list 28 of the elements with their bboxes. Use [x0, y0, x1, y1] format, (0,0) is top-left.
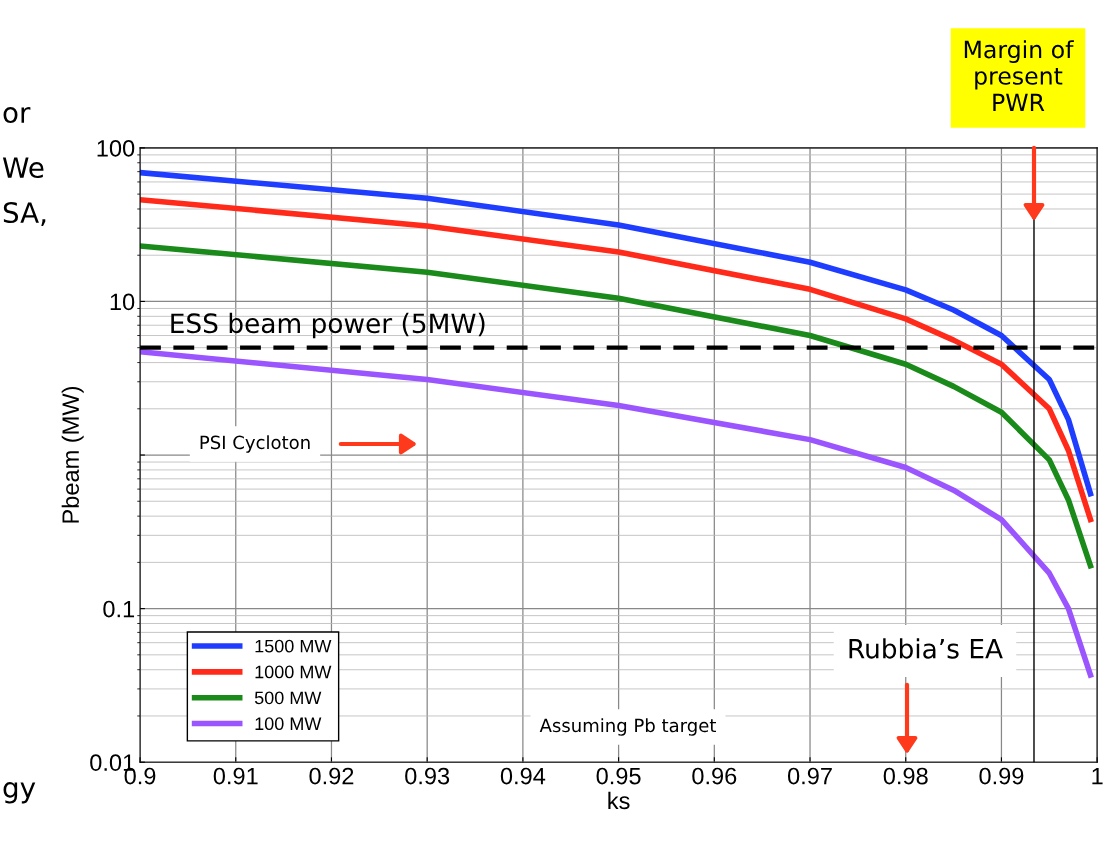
x-tick-label: 0.97: [787, 767, 832, 785]
annotation: Rubbia’s EA: [849, 638, 1003, 659]
text: We: [2, 157, 44, 179]
x-tick-label: 0.99: [979, 767, 1024, 785]
legend-label: 500 MW: [254, 691, 322, 705]
text: or: [3, 107, 31, 124]
text: gy: [3, 782, 36, 804]
y-tick-label: 0.1: [103, 600, 135, 618]
text: SA,: [3, 202, 46, 226]
annotation: PSI Cycloton: [200, 435, 310, 453]
legend-label: 1500 MW: [255, 639, 332, 653]
x-tick-label: 1: [1092, 767, 1103, 785]
x-tick-label: 0.96: [692, 767, 737, 785]
x-tick-label: 0.98: [883, 767, 928, 785]
legend-label: 100 MW: [255, 717, 322, 731]
x-tick-label: 0.95: [596, 767, 641, 785]
annotation: Assuming Pb target: [539, 718, 716, 736]
y-tick-label: 100: [97, 139, 135, 157]
legend-label: 1000 MW: [255, 665, 332, 679]
ref-line-label: ESS beam power (5MW): [171, 312, 485, 339]
text: Margin of present PWR: [964, 40, 1074, 111]
y-axis-title: Pbeam (MW): [61, 386, 84, 523]
y-tick-label: 10: [110, 293, 135, 311]
x-tick-label: 0.92: [309, 767, 354, 785]
x-axis-title: ks: [608, 791, 630, 810]
x-tick-label: 0.93: [405, 767, 450, 785]
x-tick-label: 0.94: [500, 767, 546, 785]
x-tick-label: 0.91: [213, 767, 258, 785]
